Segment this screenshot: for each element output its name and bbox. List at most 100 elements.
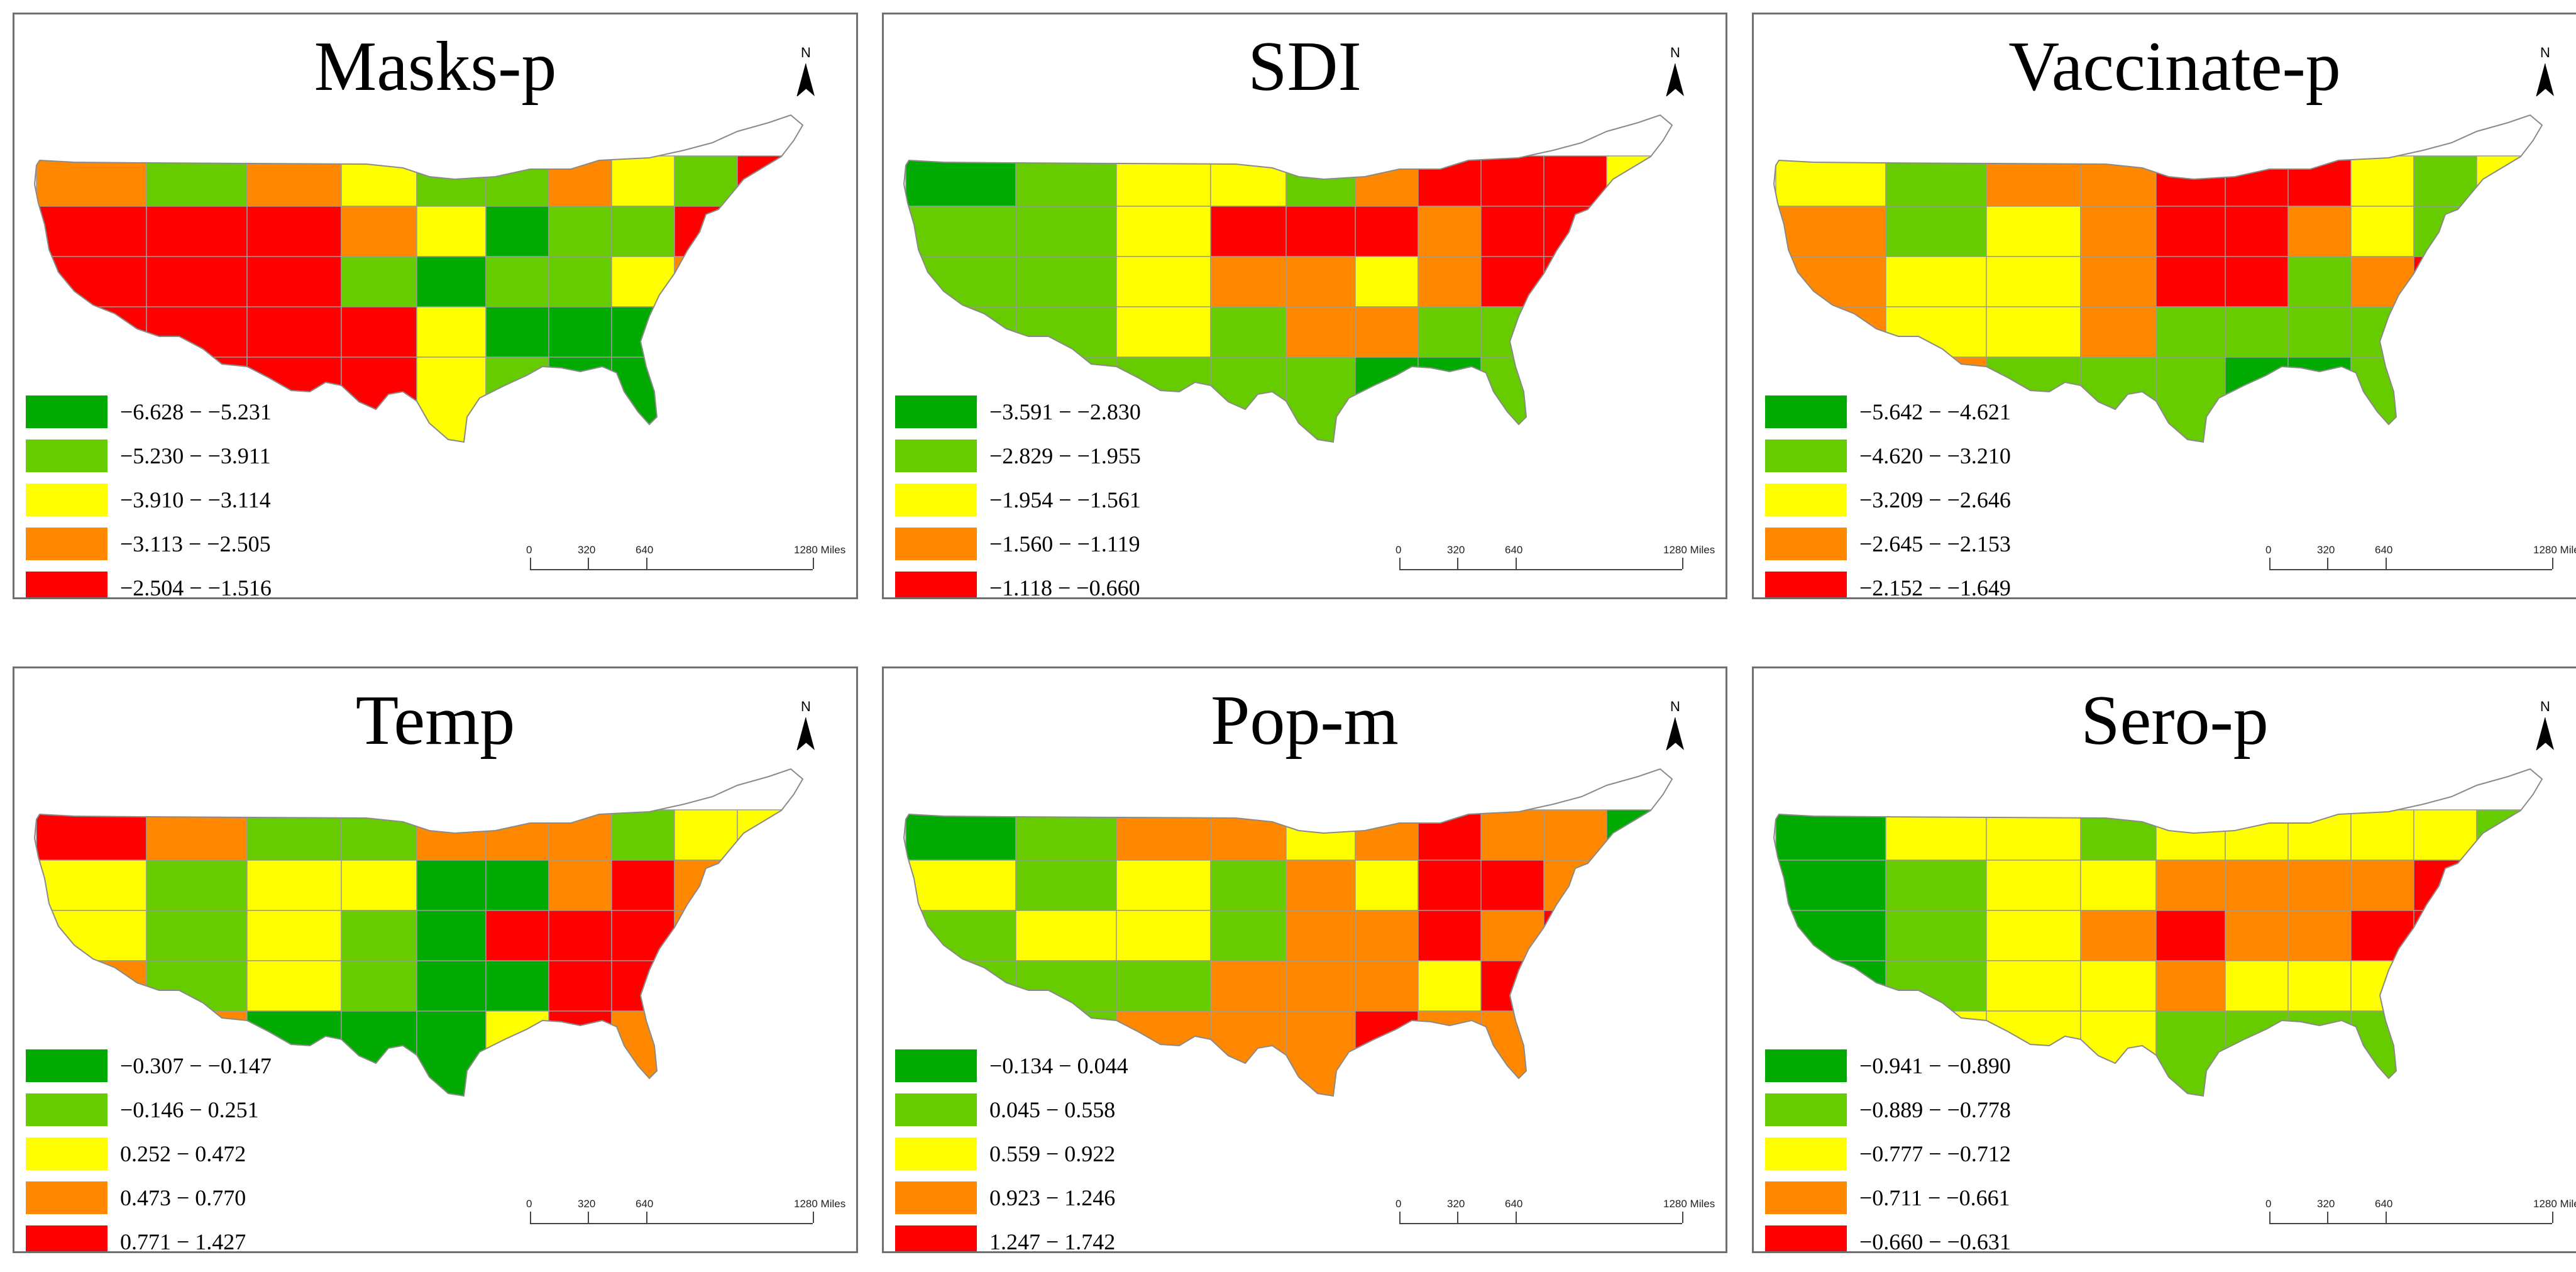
legend-range-label: −0.134 − 0.044 bbox=[989, 1053, 1128, 1078]
state-region bbox=[246, 256, 342, 307]
state-region bbox=[2476, 860, 2542, 911]
state-region bbox=[2476, 357, 2542, 442]
state-region bbox=[1885, 206, 1987, 257]
state-region bbox=[2476, 1010, 2542, 1096]
state-region bbox=[2287, 306, 2352, 358]
state-region bbox=[1543, 357, 1607, 442]
state-region bbox=[1480, 306, 1544, 358]
scale-label: 0 bbox=[2265, 544, 2272, 556]
state-region bbox=[1417, 256, 1482, 307]
map-panel-sdi: SDI N −3.591 − −2.830 −2.829 − −1.955 −1.954… bbox=[882, 13, 1727, 599]
state-region bbox=[2225, 357, 2289, 442]
state-region bbox=[1355, 155, 1419, 207]
state-region bbox=[341, 206, 417, 257]
scale-label: 640 bbox=[1505, 544, 1523, 556]
scale-tick bbox=[530, 1212, 531, 1223]
state-region bbox=[485, 809, 549, 861]
north-arrow-icon: N bbox=[2533, 45, 2558, 101]
state-region bbox=[416, 960, 487, 1012]
state-region bbox=[1417, 1010, 1482, 1096]
state-region bbox=[2350, 206, 2414, 257]
state-region bbox=[485, 256, 549, 307]
state-region bbox=[36, 256, 147, 307]
legend-range-label: −0.711 − −0.661 bbox=[1859, 1185, 2010, 1210]
state-region bbox=[2476, 306, 2542, 358]
state-region bbox=[341, 1010, 417, 1096]
state-region bbox=[674, 357, 738, 442]
state-region bbox=[1355, 357, 1419, 442]
state-region bbox=[2476, 155, 2542, 207]
north-arrow-icon: N bbox=[2533, 699, 2558, 755]
state-region bbox=[36, 910, 147, 961]
legend-range-label: −0.307 − −0.147 bbox=[120, 1053, 272, 1078]
state-region bbox=[611, 357, 675, 442]
scale-tick bbox=[813, 1212, 814, 1223]
state-region bbox=[548, 206, 612, 257]
state-region bbox=[1285, 1010, 1356, 1096]
state-region bbox=[674, 306, 738, 358]
state-region bbox=[2155, 256, 2226, 307]
state-region bbox=[1355, 960, 1419, 1012]
north-label: N bbox=[2540, 45, 2550, 60]
state-region bbox=[2080, 960, 2157, 1012]
state-region bbox=[341, 256, 417, 307]
state-region bbox=[246, 206, 342, 257]
state-region bbox=[2287, 960, 2352, 1012]
state-region bbox=[2225, 1010, 2289, 1096]
scale-tick bbox=[2327, 1212, 2328, 1223]
state-region bbox=[1116, 256, 1211, 307]
legend-range-label: 0.559 − 0.922 bbox=[989, 1141, 1116, 1166]
state-region bbox=[36, 860, 147, 911]
state-region bbox=[485, 860, 549, 911]
state-region bbox=[2225, 910, 2289, 961]
scale-bar-line bbox=[530, 1217, 813, 1224]
state-region bbox=[1986, 860, 2081, 911]
scale-bar: 0 320 640 1280 Miles bbox=[2257, 544, 2576, 582]
legend-swatch bbox=[1765, 395, 1847, 428]
legend-range-label: −0.777 − −0.712 bbox=[1859, 1141, 2011, 1166]
state-region bbox=[737, 155, 803, 207]
legend-range-label: −0.941 − −0.890 bbox=[1859, 1053, 2011, 1078]
state-region bbox=[1986, 910, 2081, 961]
legend-swatch bbox=[26, 484, 107, 516]
scale-tick bbox=[2552, 1212, 2553, 1223]
state-region bbox=[2155, 206, 2226, 257]
state-region bbox=[2225, 155, 2289, 207]
state-region bbox=[36, 809, 147, 861]
legend-swatch bbox=[895, 484, 977, 516]
scale-bar: 0 320 640 1280 Miles bbox=[517, 544, 845, 582]
state-region bbox=[737, 860, 803, 911]
state-region bbox=[1885, 809, 1987, 861]
state-region bbox=[1417, 155, 1482, 207]
state-region bbox=[2350, 960, 2414, 1012]
state-region bbox=[1775, 860, 1886, 911]
state-region bbox=[2413, 910, 2477, 961]
north-arrow-icon: N bbox=[793, 45, 818, 101]
legend-swatch bbox=[895, 1225, 977, 1251]
state-region bbox=[2476, 256, 2542, 307]
state-region bbox=[611, 155, 675, 207]
scale-label: 640 bbox=[2375, 1198, 2393, 1210]
scale-label: 640 bbox=[2375, 544, 2393, 556]
legend-range-label: −2.645 − −2.153 bbox=[1859, 531, 2011, 556]
state-region bbox=[416, 809, 487, 861]
us-choropleth-map bbox=[33, 768, 804, 1097]
state-region bbox=[2155, 910, 2226, 961]
state-region bbox=[1480, 155, 1544, 207]
state-region bbox=[2287, 910, 2352, 961]
state-region bbox=[674, 910, 738, 961]
state-region bbox=[1015, 960, 1117, 1012]
state-region bbox=[1606, 256, 1672, 307]
legend-swatch bbox=[1765, 440, 1847, 472]
legend-swatch bbox=[895, 1181, 977, 1214]
scale-bar-line bbox=[530, 563, 813, 570]
state-region bbox=[416, 306, 487, 358]
scale-tick bbox=[1516, 1212, 1517, 1223]
state-region bbox=[246, 306, 342, 358]
state-region bbox=[2155, 860, 2226, 911]
state-region bbox=[1606, 357, 1672, 442]
legend-swatch bbox=[1765, 1049, 1847, 1082]
state-region bbox=[2413, 357, 2477, 442]
state-region bbox=[146, 960, 248, 1012]
scale-tick bbox=[646, 558, 647, 569]
